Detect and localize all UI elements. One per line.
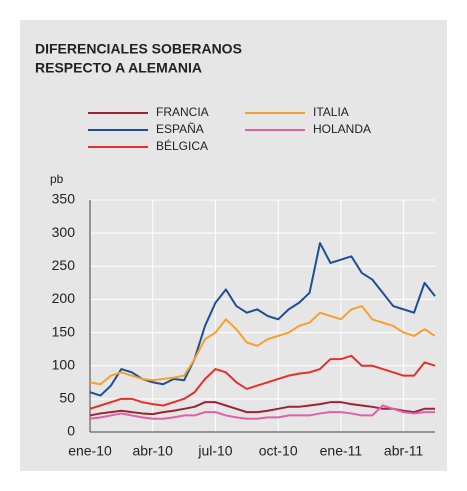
panel — [20, 20, 447, 471]
y-tick-label: 50 — [59, 390, 75, 406]
chart-title: RESPECTO A ALEMANIA — [35, 60, 202, 76]
x-tick-label: ene-10 — [68, 443, 112, 459]
legend-label: ESPAÑA — [156, 122, 204, 136]
x-tick-label: abr-10 — [132, 443, 173, 459]
y-tick-label: 150 — [52, 323, 76, 339]
series-line — [89, 401, 435, 417]
series-line — [89, 404, 435, 420]
x-tick-label: oct-10 — [259, 443, 298, 459]
legend-label: BÉLGICA — [156, 138, 208, 153]
y-tick-label: 250 — [52, 257, 76, 273]
y-axis-label: pb — [50, 172, 64, 186]
x-tick-label: ene-11 — [320, 443, 363, 459]
y-tick-label: 300 — [52, 224, 76, 240]
legend-label: ITALIA — [313, 105, 349, 119]
y-tick-label: 200 — [52, 290, 76, 306]
x-tick-label: abr-11 — [384, 443, 424, 459]
y-tick-label: 100 — [52, 356, 76, 372]
series-line — [89, 354, 436, 410]
y-tick-label: 350 — [52, 191, 76, 207]
legend-label: HOLANDA — [313, 122, 371, 136]
legend-label: FRANCIA — [156, 105, 209, 119]
chart-title: DIFERENCIALES SOBERANOS — [35, 41, 242, 57]
y-tick-label: 0 — [67, 423, 75, 439]
series-line — [89, 305, 436, 386]
x-tick-label: jul-10 — [197, 443, 232, 459]
